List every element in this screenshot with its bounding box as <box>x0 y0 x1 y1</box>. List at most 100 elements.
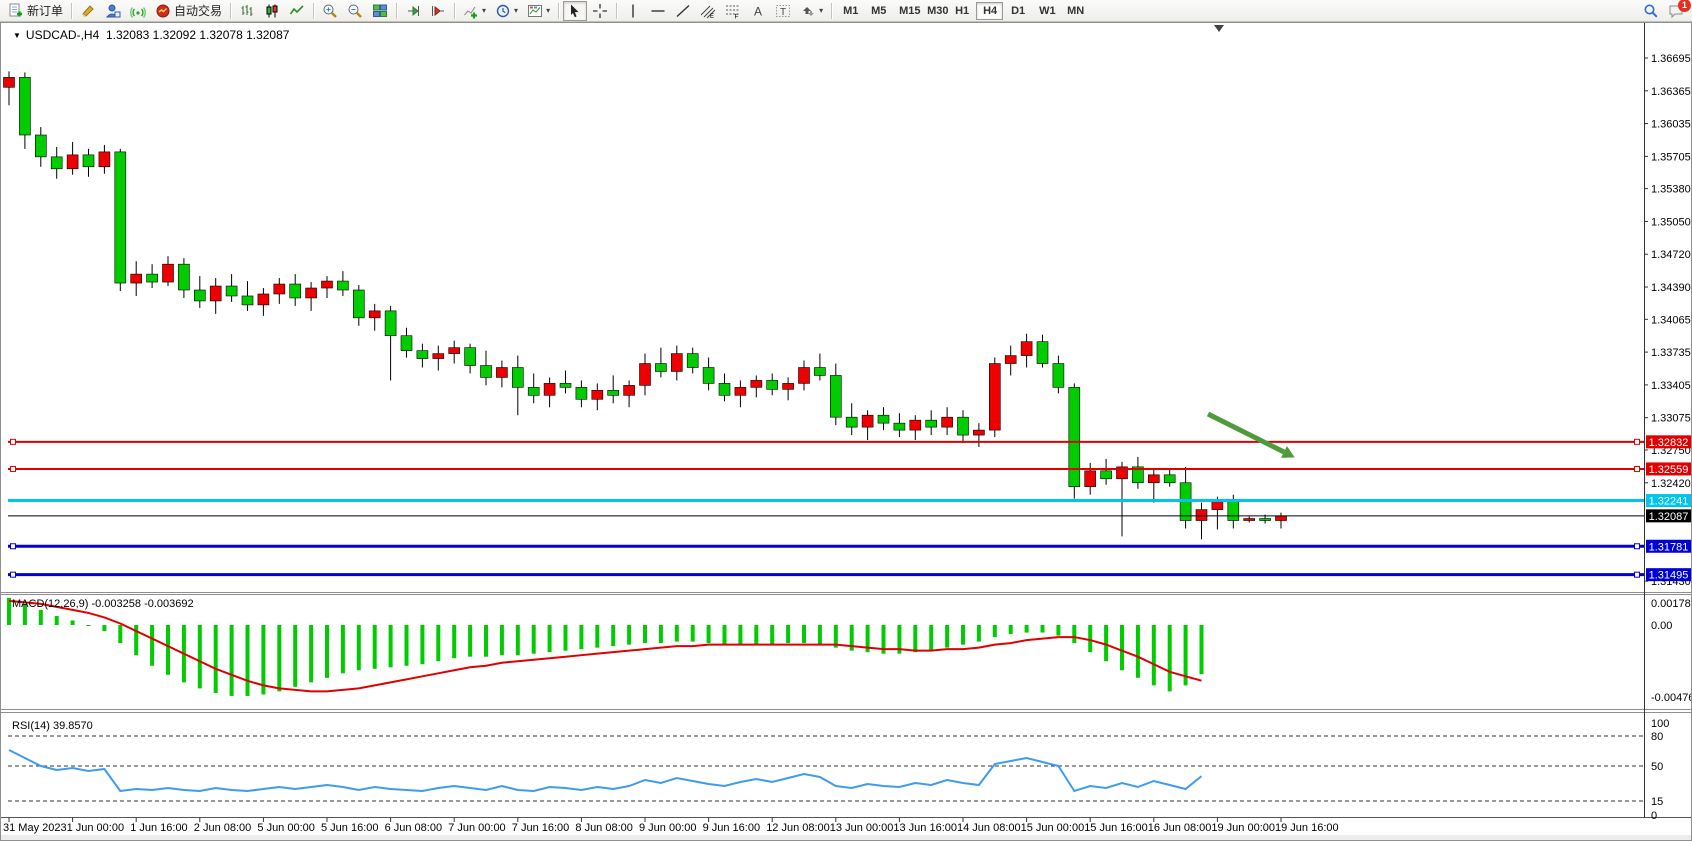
svg-text:7 Jun 00:00: 7 Jun 00:00 <box>448 822 506 834</box>
auto-scroll-button[interactable] <box>401 1 425 21</box>
timeframe-button-m5[interactable]: M5 <box>864 2 891 20</box>
svg-text:15: 15 <box>1651 796 1663 808</box>
one-click-trading-collapse-icon[interactable]: ▼ <box>13 31 21 40</box>
svg-text:1.34065: 1.34065 <box>1651 314 1691 326</box>
timeframe-button-m1[interactable]: M1 <box>836 2 863 20</box>
fibonacci-icon: F <box>726 5 741 19</box>
svg-text:16 Jun 08:00: 16 Jun 08:00 <box>1148 822 1212 834</box>
timeframe-button-h4[interactable]: H4 <box>976 1 1004 20</box>
zoom-in-button[interactable] <box>318 1 342 21</box>
bar-chart-icon <box>241 4 253 16</box>
timeframe-button-d1[interactable]: D1 <box>1004 2 1031 20</box>
indicators-button[interactable]: ▾ <box>459 1 490 21</box>
svg-text:19 Jun 00:00: 19 Jun 00:00 <box>1211 822 1275 834</box>
svg-text:0.00: 0.00 <box>1651 620 1672 632</box>
chevron-down-icon: ▾ <box>819 5 824 15</box>
vertical-line-button[interactable] <box>621 1 645 21</box>
horizontal-line-button[interactable] <box>646 1 670 21</box>
tile-windows-button[interactable] <box>368 1 392 21</box>
price-badge-1.32559: 1.32559 <box>1646 462 1691 476</box>
toolbar-separator <box>230 2 232 19</box>
chevron-down-icon: ▾ <box>482 5 487 15</box>
panel-frames <box>1 23 1691 818</box>
line-chart-button[interactable] <box>285 1 309 21</box>
timeframe-button-mn[interactable]: MN <box>1060 2 1087 20</box>
timeframe-button-m30[interactable]: M30 <box>920 2 948 20</box>
svg-text:1.35050: 1.35050 <box>1651 216 1691 228</box>
trend-arrow-annotation[interactable] <box>1206 411 1295 458</box>
templates-button[interactable]: ▾ <box>523 1 554 21</box>
date-axis[interactable]: 31 May 2023 1 Jun 00:00 1 Jun 16:00 2 Jun 0… <box>3 817 1339 835</box>
search-button[interactable] <box>1639 1 1663 21</box>
svg-text:A: A <box>754 4 762 18</box>
svg-text:0.001789: 0.001789 <box>1651 598 1691 610</box>
signals-button[interactable] <box>126 1 150 21</box>
chart-shift-button[interactable] <box>426 1 450 21</box>
svg-text:T: T <box>780 7 786 18</box>
candlestick-chart-button[interactable] <box>260 1 284 21</box>
price-badge-1.32087: 1.32087 <box>1646 509 1691 523</box>
bar-chart-button[interactable] <box>235 1 259 21</box>
hline-support-line-blue-1[interactable] <box>8 543 1644 550</box>
brush-icon <box>82 4 94 17</box>
macd-signal-line <box>8 599 1202 693</box>
new-order-button[interactable]: 新订单 <box>4 1 67 21</box>
hline-support-line-blue-2[interactable] <box>8 571 1644 578</box>
arrows-button[interactable]: ▾ <box>796 1 827 21</box>
chat-button[interactable]: 1 <box>1664 0 1691 21</box>
timeframe-button-m15[interactable]: M15 <box>892 2 920 20</box>
toolbar-separator <box>313 2 315 19</box>
svg-text:1.31495: 1.31495 <box>1649 570 1689 582</box>
crosshair-icon <box>593 3 608 18</box>
indicators-icon <box>464 6 478 18</box>
candlestick-series <box>3 71 1287 540</box>
svg-text:0: 0 <box>1651 810 1657 822</box>
styles-button[interactable] <box>76 1 100 21</box>
line-handle <box>1634 438 1640 445</box>
svg-text:1.32832: 1.32832 <box>1649 437 1689 449</box>
hline-resistance-line-2[interactable] <box>8 465 1644 472</box>
price-chart-canvas[interactable]: 1.36695 1.36365 1.36035 1.35705 1.35380 1.350… <box>1 23 1692 840</box>
timeframe-button-w1[interactable]: W1 <box>1032 2 1059 20</box>
svg-text:12 Jun 08:00: 12 Jun 08:00 <box>766 822 830 834</box>
arrows-icon <box>803 6 815 16</box>
profile-button[interactable] <box>101 1 125 21</box>
toolbar-separator <box>396 2 398 19</box>
line-chart-icon <box>289 4 304 14</box>
svg-text:19 Jun 16:00: 19 Jun 16:00 <box>1275 822 1339 834</box>
fibonacci-button[interactable]: F <box>721 1 745 21</box>
equidistant-channel-button[interactable]: E <box>696 1 720 21</box>
chevron-down-icon: ▾ <box>514 5 519 15</box>
chart-shift-icon <box>432 5 445 16</box>
cursor-button[interactable] <box>563 0 588 21</box>
trendline-button[interactable] <box>671 1 695 21</box>
zoom-in-icon <box>323 4 337 18</box>
svg-text:1.34390: 1.34390 <box>1651 282 1691 294</box>
chart-shift-marker[interactable] <box>1214 25 1224 32</box>
svg-text:1 Jun 16:00: 1 Jun 16:00 <box>130 822 188 834</box>
toolbar: 新订单 <box>0 0 1692 22</box>
svg-text:1.36035: 1.36035 <box>1651 119 1691 131</box>
toolbar-separator <box>71 2 73 19</box>
line-handle <box>1634 465 1640 472</box>
crosshair-button[interactable] <box>588 1 612 21</box>
svg-text:-0.004763: -0.004763 <box>1651 692 1691 704</box>
toolbar-separator <box>454 2 456 19</box>
text-button[interactable]: A <box>746 1 770 21</box>
hline-resistance-line-1[interactable] <box>8 438 1644 445</box>
timeframe-button-h1[interactable]: H1 <box>948 2 975 20</box>
svg-text:80: 80 <box>1651 731 1663 743</box>
svg-text:100: 100 <box>1651 718 1669 730</box>
periods-button[interactable]: ▾ <box>491 1 522 21</box>
line-handle <box>10 438 16 445</box>
auto-trading-button[interactable]: 自动交易 <box>151 1 226 21</box>
zoom-out-button[interactable] <box>343 1 367 21</box>
text-label-icon: T <box>776 4 791 18</box>
text-label-button[interactable]: T <box>771 1 795 21</box>
svg-text:13 Jun 16:00: 13 Jun 16:00 <box>893 822 957 834</box>
svg-text:15 Jun 00:00: 15 Jun 00:00 <box>1021 822 1085 834</box>
svg-text:E: E <box>710 14 714 19</box>
toolbar-separator <box>831 2 833 19</box>
svg-text:1.33405: 1.33405 <box>1651 380 1691 392</box>
line-handle <box>1634 571 1640 578</box>
